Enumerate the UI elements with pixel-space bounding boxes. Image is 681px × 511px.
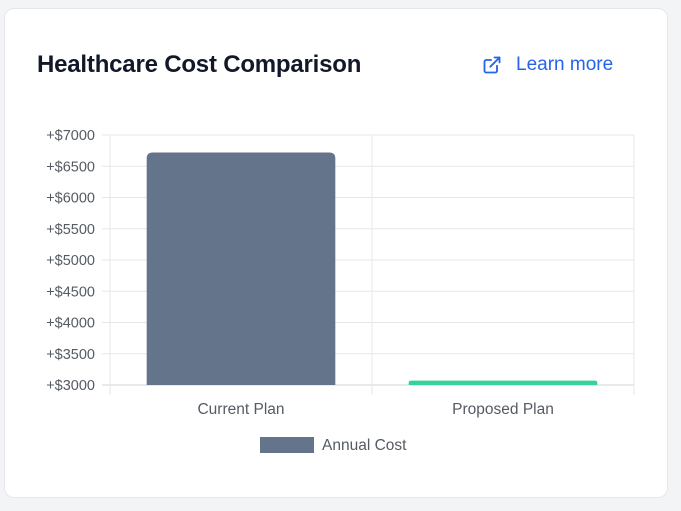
y-tick-label: +$5000 <box>46 253 95 269</box>
x-tick-label: Current Plan <box>197 401 284 418</box>
y-tick-label: +$3500 <box>46 347 95 363</box>
learn-more-link[interactable]: Learn more <box>482 54 613 76</box>
y-tick-label: +$7000 <box>46 128 95 144</box>
y-tick-label: +$4000 <box>46 316 95 332</box>
cost-comparison-card: Healthcare Cost Comparison Learn more <box>4 8 668 498</box>
legend-swatch <box>260 437 314 453</box>
y-tick-label: +$5500 <box>46 222 95 238</box>
external-link-icon <box>482 55 502 75</box>
x-tick-label: Proposed Plan <box>452 401 554 418</box>
y-tick-label: +$4500 <box>46 284 95 300</box>
bar-current-plan <box>146 152 336 385</box>
legend-label: Annual Cost <box>322 437 407 454</box>
y-tick-label: +$6500 <box>46 159 95 175</box>
y-tick-label: +$3000 <box>46 378 95 394</box>
card-title: Healthcare Cost Comparison <box>37 51 362 78</box>
learn-more-label: Learn more <box>516 54 614 75</box>
bar-proposed-plan <box>408 380 598 385</box>
y-tick-label: +$6000 <box>46 191 95 207</box>
